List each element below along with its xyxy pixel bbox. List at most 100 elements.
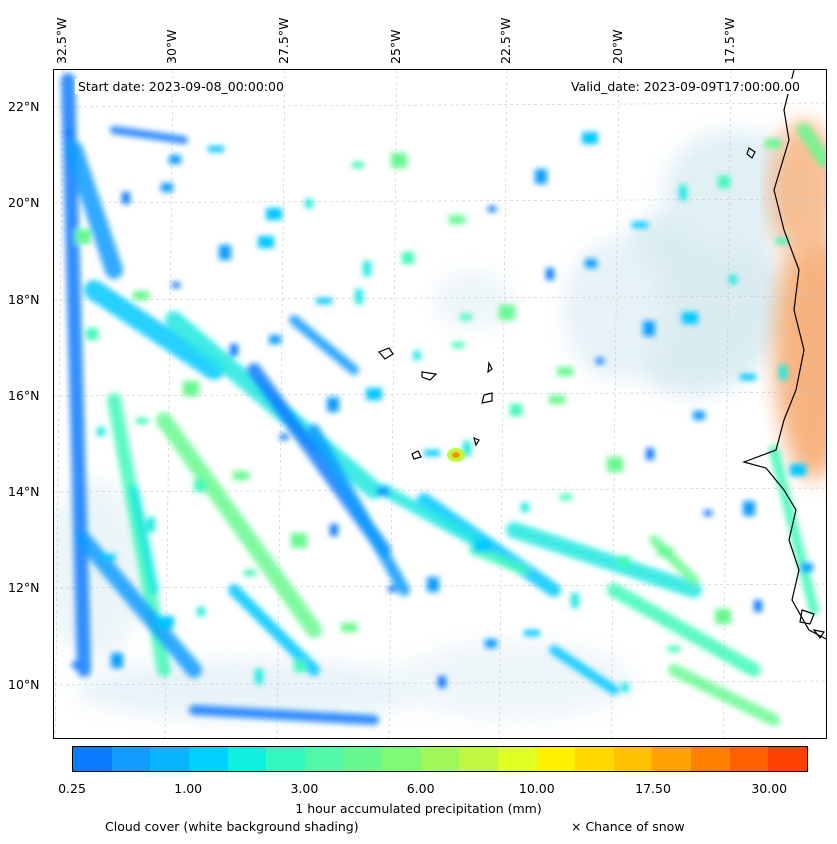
meridian-line — [610, 70, 620, 738]
colorbar-tick-label: 1.00 — [174, 781, 203, 796]
precip-cell — [596, 358, 604, 364]
precip-cell — [585, 259, 597, 268]
precip-band — [769, 445, 819, 615]
precip-cell — [682, 312, 698, 324]
precip-cell — [718, 176, 730, 188]
colorbar-segment — [382, 747, 421, 771]
precip-cell — [535, 169, 547, 184]
precip-cell — [743, 501, 755, 516]
precip-cell — [305, 199, 313, 208]
precip-cell — [801, 563, 813, 572]
precip-cell — [161, 183, 173, 192]
precip-cell — [269, 335, 281, 344]
precip-cell — [693, 411, 705, 420]
precip-cell — [424, 450, 440, 456]
precip-cell — [316, 298, 332, 304]
cloud-cover-note: Cloud cover (white background shading) — [105, 819, 359, 834]
precip-band — [289, 315, 359, 375]
precip-cell — [499, 305, 515, 320]
precip-cell — [219, 245, 231, 260]
precip-cell — [474, 540, 490, 552]
precip-band — [189, 705, 379, 725]
precip-cell — [194, 480, 206, 492]
precipitation-map — [54, 70, 826, 738]
precip-cell — [280, 434, 288, 440]
precip-cell — [657, 547, 673, 556]
colorbar-segment — [343, 747, 382, 771]
colorbar-segment — [420, 747, 460, 771]
precip-cell — [258, 236, 274, 248]
precip-cell — [715, 609, 731, 624]
precip-cell — [549, 395, 565, 404]
precip-cell — [355, 289, 363, 304]
precip-cell — [754, 600, 762, 612]
longitude-label: 22.5°W — [498, 17, 513, 64]
longitude-label: 17.5°W — [722, 17, 737, 64]
precip-cell — [330, 524, 338, 536]
coastline — [377, 70, 826, 640]
colorbar-tick-label: 30.00 — [751, 781, 788, 796]
colorbar-segment — [575, 747, 614, 771]
precip-hotspot — [447, 448, 465, 462]
precip-band — [110, 126, 188, 144]
meridian-line — [388, 70, 398, 738]
precip-cell — [86, 328, 98, 340]
parallel-line — [54, 102, 826, 108]
colorbar-segment — [536, 747, 576, 771]
precip-cell — [679, 185, 687, 200]
colorbar-segment — [768, 747, 807, 771]
longitude-label: 20°W — [610, 29, 625, 64]
precip-cell — [438, 676, 446, 688]
precip-band — [549, 645, 619, 695]
precip-cell — [452, 342, 464, 348]
precip-cell — [363, 261, 371, 276]
precip-cell — [122, 192, 130, 204]
precip-cell — [488, 206, 496, 212]
precip-cell — [111, 653, 123, 668]
precip-cell — [208, 146, 224, 152]
precip-cell — [668, 646, 680, 652]
precip-cell — [183, 381, 199, 396]
colorbar-segment — [150, 747, 189, 771]
precip-cell — [133, 291, 149, 300]
precip-cell — [729, 275, 737, 284]
precip-cell — [571, 593, 579, 608]
precip-cell — [765, 139, 781, 148]
precip-cell — [521, 503, 529, 512]
precip-cell — [621, 683, 629, 692]
precip-cell — [776, 238, 788, 244]
precip-band — [797, 123, 826, 167]
precip-cell — [704, 510, 712, 516]
precip-cell — [790, 464, 806, 476]
precip-cell — [197, 607, 205, 616]
precip-cell — [560, 494, 572, 500]
precip-cell — [463, 441, 471, 456]
precip-cell — [75, 229, 91, 244]
parallel-line — [54, 487, 826, 493]
start-date-label: Start date: 2023-09-08_00:00:00 — [75, 79, 287, 94]
precip-band — [129, 485, 159, 595]
precip-cell — [740, 374, 756, 380]
precip-cell — [294, 660, 306, 672]
precip-band — [668, 664, 780, 726]
precip-cell — [643, 321, 655, 336]
precip-cell — [266, 208, 282, 220]
precip-band — [61, 73, 91, 677]
precip-cell — [366, 388, 382, 400]
colorbar-segment — [266, 747, 305, 771]
precip-cell — [510, 404, 522, 416]
latitude-label: 20°N — [8, 195, 40, 210]
precip-cell — [291, 533, 307, 548]
precip-cell — [169, 155, 181, 164]
precip-cell — [646, 448, 654, 460]
precip-cell — [64, 130, 72, 136]
colorbar-segment — [729, 747, 769, 771]
land-shading — [769, 120, 826, 480]
colorbar-title: 1 hour accumulated precipitation (mm) — [295, 801, 542, 816]
precip-cell — [427, 577, 439, 592]
latitude-label: 16°N — [8, 388, 40, 403]
precip-cell — [557, 367, 573, 376]
colorbar-segment — [188, 747, 228, 771]
snow-chance-note: × Chance of snow — [571, 819, 685, 834]
precip-band — [506, 522, 702, 598]
